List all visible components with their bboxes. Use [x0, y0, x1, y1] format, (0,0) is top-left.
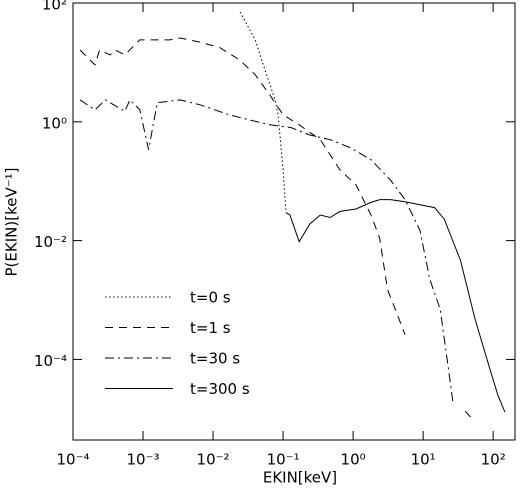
y-tick-label: 10⁻⁴: [34, 352, 67, 370]
y-tick-label: 10²: [42, 0, 67, 14]
plot-frame: [72, 2, 516, 441]
series-line: [285, 199, 506, 413]
series-line: [79, 99, 454, 406]
x-tick-label: 10⁻³: [127, 451, 160, 469]
x-axis-label: EKIN[keV]: [263, 469, 337, 487]
x-tick-label: 10¹: [411, 451, 436, 469]
y-tick-label: 10⁻²: [34, 233, 67, 251]
x-tick-label: 10²: [481, 451, 506, 469]
x-tick-label: 10⁻²: [197, 451, 230, 469]
series-line: [79, 37, 473, 420]
x-tick-label: 10⁻⁴: [56, 451, 89, 469]
legend-label: t=0 s: [190, 289, 231, 307]
x-tick-label: 10⁰: [341, 451, 366, 469]
legend-label: t=30 s: [190, 350, 240, 368]
y-axis-label: P(EKIN)[keV⁻¹]: [3, 168, 21, 277]
x-tick-label: 10⁻¹: [267, 451, 300, 469]
series-line: [239, 11, 287, 213]
legend-label: t=1 s: [190, 319, 231, 337]
y-tick-label: 10⁰: [42, 114, 67, 132]
legend-label: t=300 s: [190, 380, 250, 398]
